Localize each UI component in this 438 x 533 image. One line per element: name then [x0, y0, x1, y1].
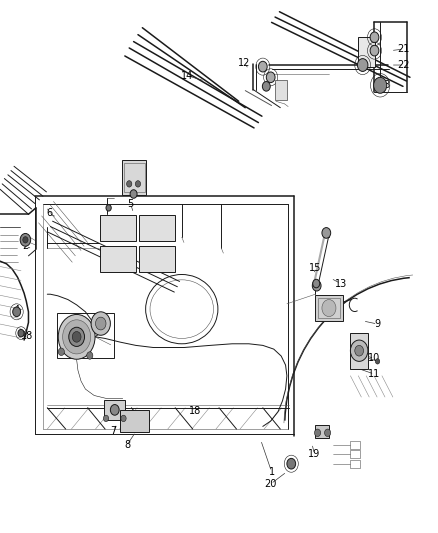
Text: 7: 7	[110, 426, 116, 435]
Text: 12: 12	[238, 58, 251, 68]
Bar	[120, 410, 149, 432]
Circle shape	[314, 429, 321, 437]
Circle shape	[322, 300, 336, 317]
Circle shape	[13, 307, 21, 317]
Bar	[104, 400, 125, 420]
Circle shape	[287, 458, 296, 469]
Circle shape	[121, 415, 126, 422]
Circle shape	[95, 317, 106, 330]
Bar	[124, 163, 145, 192]
Circle shape	[106, 205, 111, 211]
Bar	[57, 313, 114, 358]
Circle shape	[130, 190, 137, 198]
Text: 8: 8	[124, 440, 130, 450]
Text: 1: 1	[268, 467, 275, 477]
Bar	[350, 450, 360, 458]
Circle shape	[23, 237, 28, 243]
Text: 2: 2	[22, 241, 28, 251]
Text: 11: 11	[368, 369, 381, 379]
Text: 6: 6	[46, 208, 52, 218]
Circle shape	[374, 77, 387, 93]
Bar	[350, 441, 360, 449]
Bar	[275, 80, 287, 100]
Circle shape	[20, 233, 31, 246]
Bar	[315, 295, 343, 321]
Circle shape	[63, 320, 91, 354]
Bar	[100, 246, 136, 272]
Circle shape	[258, 61, 267, 72]
Circle shape	[266, 72, 275, 83]
Bar	[350, 333, 368, 369]
Circle shape	[325, 429, 331, 437]
Text: 15: 15	[309, 263, 321, 272]
Text: 13: 13	[335, 279, 347, 288]
Text: 19: 19	[308, 449, 321, 459]
Text: 10: 10	[368, 353, 381, 363]
Text: 21: 21	[398, 44, 410, 54]
Bar	[122, 160, 146, 195]
Text: 14: 14	[181, 71, 194, 80]
Polygon shape	[127, 176, 140, 181]
Circle shape	[110, 405, 119, 415]
Circle shape	[58, 314, 95, 359]
Circle shape	[375, 359, 380, 364]
Circle shape	[72, 332, 81, 342]
Circle shape	[58, 348, 64, 356]
Text: 20: 20	[265, 479, 277, 489]
Circle shape	[69, 327, 85, 346]
Text: 18: 18	[21, 331, 33, 341]
Circle shape	[357, 59, 368, 71]
Bar	[318, 298, 340, 318]
Bar	[358, 37, 375, 67]
Circle shape	[313, 279, 320, 288]
Bar	[139, 215, 175, 241]
Circle shape	[103, 415, 109, 422]
Bar	[277, 83, 286, 98]
Circle shape	[127, 181, 132, 187]
Circle shape	[135, 181, 141, 187]
Bar	[350, 460, 360, 468]
Circle shape	[87, 352, 93, 359]
Circle shape	[370, 32, 379, 43]
Circle shape	[322, 228, 331, 238]
Text: 23: 23	[378, 80, 391, 90]
Bar	[100, 215, 136, 241]
Circle shape	[91, 312, 110, 335]
Text: 16: 16	[71, 344, 83, 354]
Circle shape	[355, 345, 364, 356]
Text: 18: 18	[189, 407, 201, 416]
Circle shape	[18, 329, 24, 337]
Circle shape	[350, 340, 368, 361]
Bar	[315, 425, 329, 438]
Text: 22: 22	[398, 60, 410, 70]
Text: 4: 4	[14, 305, 20, 315]
Circle shape	[262, 82, 270, 91]
Text: 5: 5	[127, 199, 134, 208]
Circle shape	[312, 280, 321, 291]
Bar	[139, 246, 175, 272]
Text: 9: 9	[374, 319, 381, 329]
Circle shape	[370, 45, 379, 56]
